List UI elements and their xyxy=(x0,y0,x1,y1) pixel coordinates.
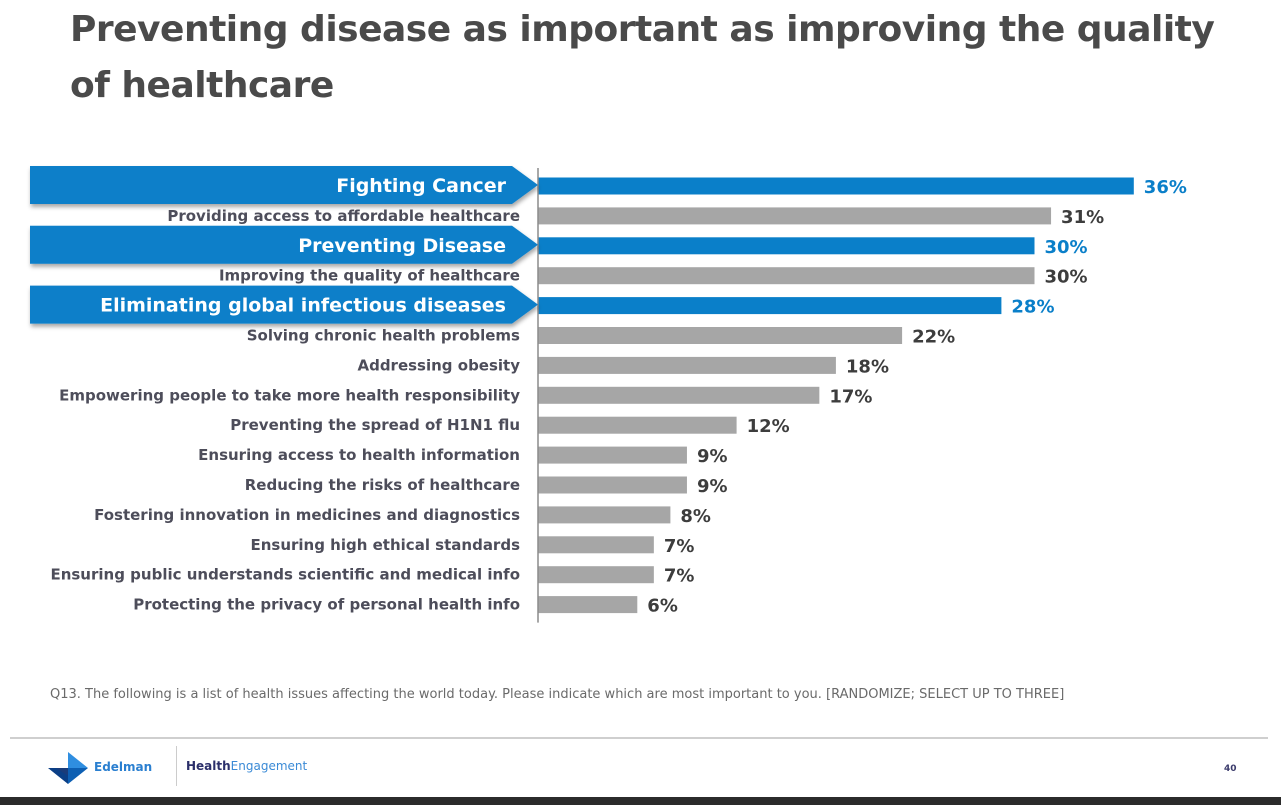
window-bottom-bar xyxy=(0,797,1281,805)
data-label-13: 7% xyxy=(664,536,695,557)
category-label-8: Empowering people to take more health re… xyxy=(59,386,520,404)
highlight-callouts-layer: Fighting Cancer Preventing Disease Elimina… xyxy=(30,166,538,324)
category-label-15: Protecting the privacy of personal healt… xyxy=(133,596,520,614)
data-label-1: 36% xyxy=(1144,177,1187,198)
product-name-part2: Engagement xyxy=(230,759,308,773)
bar-3 xyxy=(538,237,1035,255)
chart-svg: 36% 31% Providing access to affordable hea… xyxy=(30,166,1187,623)
bar-4 xyxy=(538,267,1035,285)
category-label-1: Fighting Cancer xyxy=(336,175,506,197)
bar-2 xyxy=(538,207,1052,225)
category-label-5: Eliminating global infectious diseases xyxy=(100,295,506,317)
brand-name: Edelman xyxy=(94,760,153,774)
data-label-4: 30% xyxy=(1045,267,1088,288)
data-label-10: 9% xyxy=(697,446,728,467)
category-label-6: Solving chronic health problems xyxy=(247,327,520,345)
data-label-11: 9% xyxy=(697,476,728,497)
category-label-12: Fostering innovation in medicines and di… xyxy=(94,506,520,524)
bar-9 xyxy=(538,416,737,434)
category-label-4: Improving the quality of healthcare xyxy=(219,267,520,285)
bar-12 xyxy=(538,506,671,524)
horizontal-bar-chart: 36% 31% Providing access to affordable hea… xyxy=(0,150,1281,630)
bar-1 xyxy=(538,177,1134,195)
bar-15 xyxy=(538,596,638,614)
data-label-6: 22% xyxy=(912,327,955,348)
data-label-8: 17% xyxy=(829,386,872,407)
footer-separator xyxy=(176,746,177,786)
data-label-15: 6% xyxy=(647,596,678,617)
product-name-part1: Health xyxy=(186,759,231,773)
bar-10 xyxy=(538,446,687,464)
bar-8 xyxy=(538,386,820,404)
callout-banner-5 xyxy=(30,285,538,324)
category-label-14: Ensuring public understands scientific a… xyxy=(50,566,520,584)
data-label-9: 12% xyxy=(747,416,790,437)
bar-13 xyxy=(538,536,654,554)
bars-layer: 36% 31% Providing access to affordable hea… xyxy=(50,177,1186,617)
category-label-10: Ensuring access to health information xyxy=(198,446,520,464)
footer-divider xyxy=(10,737,1268,739)
category-label-3: Preventing Disease xyxy=(298,235,506,257)
data-label-5: 28% xyxy=(1011,297,1054,318)
category-label-13: Ensuring high ethical standards xyxy=(250,536,520,554)
product-name: HealthEngagement xyxy=(186,759,307,773)
category-label-7: Addressing obesity xyxy=(357,356,520,374)
page-number: 40 xyxy=(1224,764,1237,774)
data-label-14: 7% xyxy=(664,566,695,587)
callout-banner-1 xyxy=(30,166,538,204)
callout-banner-3 xyxy=(30,225,538,264)
data-label-2: 31% xyxy=(1061,207,1104,228)
bar-7 xyxy=(538,356,836,374)
category-label-11: Reducing the risks of healthcare xyxy=(245,476,520,494)
bar-5 xyxy=(538,297,1002,315)
slide-title: Preventing disease as important as impro… xyxy=(70,9,1215,106)
data-label-3: 30% xyxy=(1045,237,1088,258)
edelman-arrow-logo-icon xyxy=(48,752,88,784)
survey-question-footnote: Q13. The following is a list of health i… xyxy=(50,687,1065,702)
data-label-12: 8% xyxy=(680,506,711,527)
bar-14 xyxy=(538,566,654,584)
category-label-9: Preventing the spread of H1N1 flu xyxy=(230,416,520,434)
bar-6 xyxy=(538,327,903,344)
data-label-7: 18% xyxy=(846,356,889,377)
bar-11 xyxy=(538,476,687,494)
category-label-2: Providing access to affordable healthcar… xyxy=(167,207,520,225)
